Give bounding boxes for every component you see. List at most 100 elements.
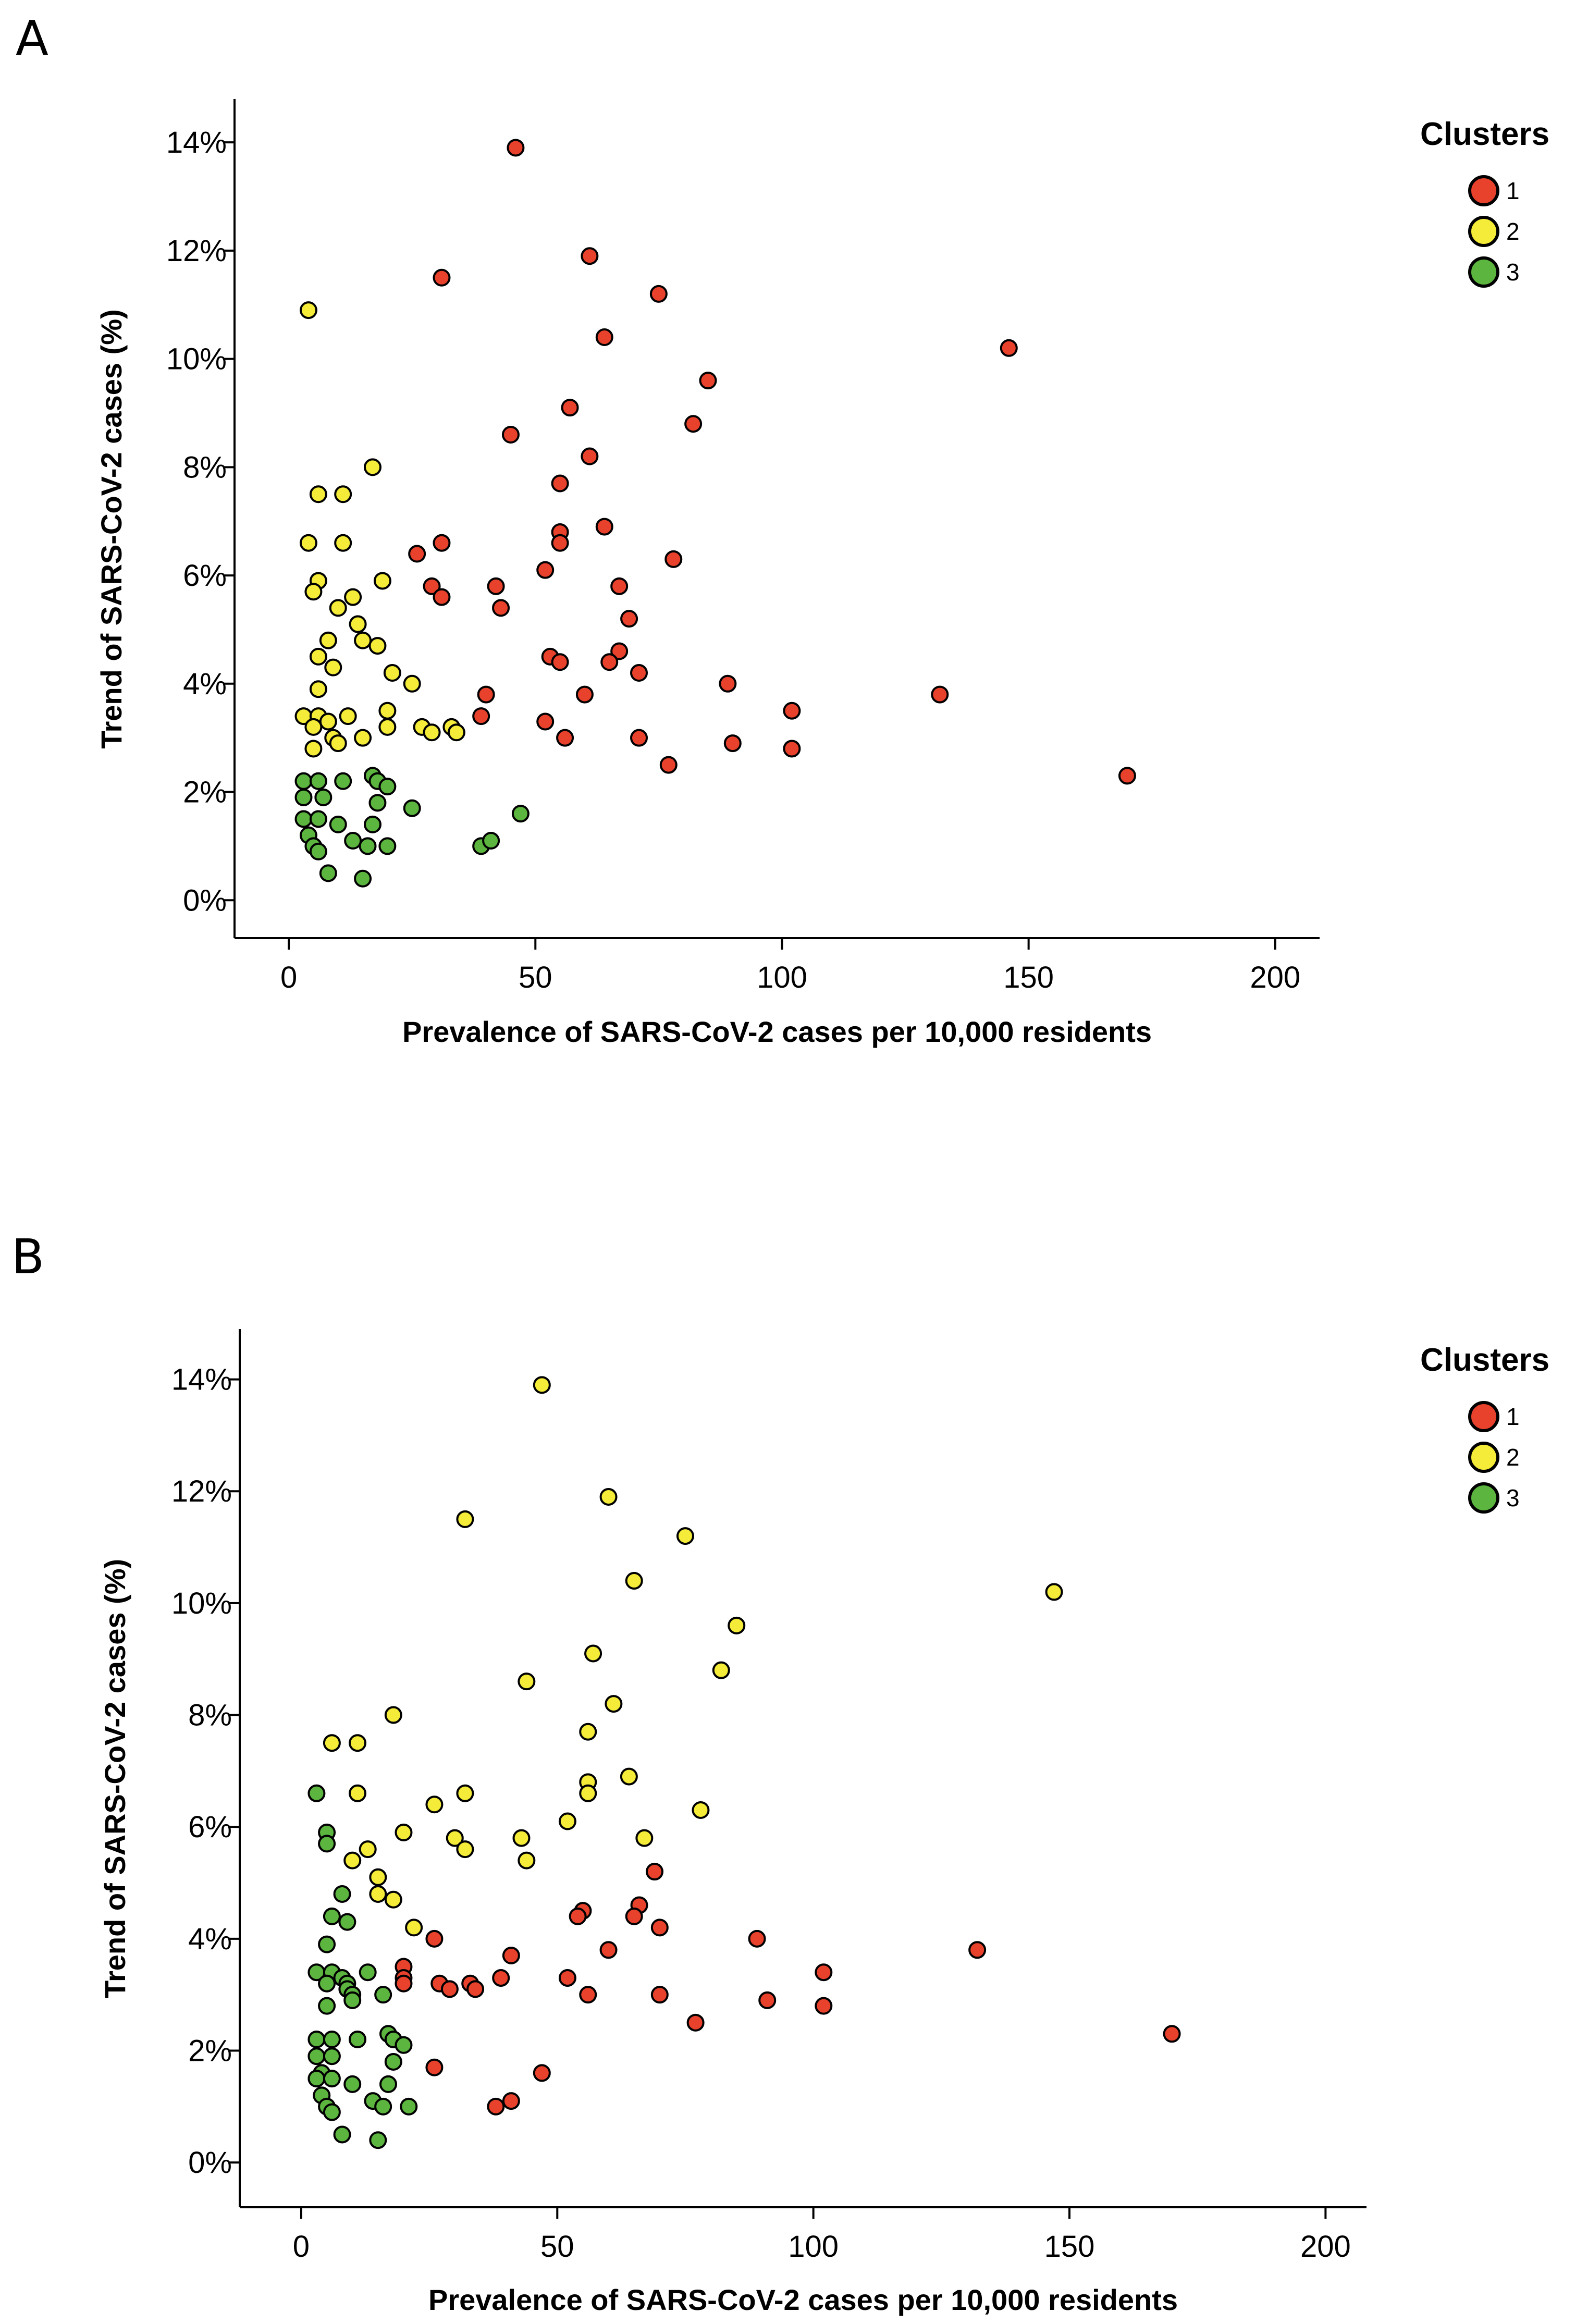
data-point: [307, 2047, 326, 2065]
data-point: [650, 1986, 669, 2004]
chart-panel-a: 0 50 100 150 200 0% 2% 4% 6% 8% 10% 12% 14% Prevalenc…: [95, 99, 1549, 1048]
data-point: [423, 577, 441, 595]
data-point: [620, 610, 638, 628]
y-axis-title: Trend of SARS-CoV-2 cases (%): [95, 309, 128, 748]
data-point: [329, 734, 347, 753]
data-point: [456, 1784, 474, 1802]
data-point: [299, 534, 317, 552]
data-point: [309, 842, 327, 860]
data-point: [1045, 1583, 1063, 1601]
data-point: [359, 1840, 377, 1859]
data-point: [620, 1767, 638, 1786]
data-point: [383, 664, 401, 682]
x-tick-label: 150: [1044, 2230, 1095, 2264]
data-point: [815, 1963, 833, 1982]
data-point: [581, 447, 599, 465]
y-tick-label: 0%: [183, 883, 227, 917]
data-point: [368, 794, 387, 812]
data-point: [395, 1974, 413, 1993]
data-point: [343, 2075, 362, 2093]
legend: Clusters 1 2 3: [1420, 1342, 1549, 1514]
data-point: [579, 1784, 597, 1802]
data-point: [536, 561, 555, 579]
data-point: [1000, 339, 1018, 357]
data-point: [318, 1997, 336, 2015]
y-tick-label: 4%: [183, 667, 227, 701]
data-point: [630, 729, 648, 747]
panel-label-a: A: [16, 10, 48, 66]
data-point: [344, 832, 362, 850]
data-point: [728, 1616, 746, 1634]
data-point: [299, 301, 317, 319]
data-point: [1163, 2025, 1181, 2043]
data-point: [659, 756, 678, 774]
data-point: [783, 702, 801, 720]
data-point: [646, 1863, 664, 1881]
x-tick-label: 50: [540, 2230, 574, 2264]
data-point: [433, 534, 451, 552]
data-point: [1118, 767, 1136, 785]
data-point: [605, 1695, 623, 1713]
data-point: [369, 2131, 387, 2149]
data-point: [968, 1941, 987, 1959]
data-point: [699, 372, 717, 390]
data-point: [334, 485, 352, 503]
y-tick-label: 12%: [166, 234, 227, 268]
legend-marker-3: [1468, 1482, 1499, 1514]
data-point: [446, 1829, 464, 1847]
x-tick-label: 50: [519, 961, 552, 994]
data-point: [334, 772, 352, 790]
panel-label-b: B: [11, 1229, 45, 1285]
data-point: [625, 1571, 643, 1590]
series-cluster-1: [408, 139, 1136, 785]
data-point: [403, 799, 421, 817]
x-tick-label: 100: [788, 2230, 839, 2264]
legend-label-1: 1: [1506, 1403, 1520, 1430]
data-point: [309, 680, 327, 698]
x-tick-label: 0: [293, 2230, 310, 2264]
data-point: [363, 458, 381, 476]
data-point: [664, 550, 683, 568]
x-tick-label: 100: [757, 961, 807, 994]
data-point: [456, 1510, 474, 1528]
data-point: [395, 1823, 413, 1841]
data-point: [309, 772, 327, 790]
legend: Clusters 1 2 3: [1420, 116, 1549, 288]
data-point: [635, 1829, 654, 1847]
data-point: [329, 815, 347, 833]
data-point: [477, 685, 495, 704]
x-tick-label: 200: [1250, 961, 1300, 994]
data-point: [307, 2031, 326, 2049]
data-point: [536, 712, 555, 731]
legend-label-2: 2: [1506, 218, 1520, 245]
data-point: [343, 1991, 362, 2009]
data-point: [518, 1851, 536, 1870]
legend-marker-2: [1468, 216, 1499, 247]
legend-marker-1: [1468, 1401, 1499, 1432]
data-point: [294, 788, 313, 806]
data-point: [344, 588, 362, 606]
data-point: [318, 1835, 336, 1853]
y-tick-label: 6%: [188, 1810, 232, 1844]
legend-title: Clusters: [1420, 1342, 1549, 1378]
data-point: [579, 1723, 597, 1741]
data-point: [309, 647, 327, 666]
data-point: [334, 534, 352, 552]
data-point: [595, 328, 613, 347]
data-point: [466, 1980, 485, 1998]
y-tick-label: 8%: [183, 450, 227, 484]
data-point: [630, 664, 648, 682]
data-point: [384, 1890, 402, 1909]
data-point: [599, 1487, 618, 1506]
legend-label-3: 3: [1506, 259, 1520, 286]
data-point: [556, 729, 574, 747]
data-point: [359, 837, 377, 855]
legend-title: Clusters: [1420, 116, 1549, 152]
data-point: [384, 2052, 402, 2071]
data-point: [400, 2097, 418, 2116]
x-tick-label: 200: [1300, 2230, 1351, 2264]
data-point: [304, 718, 323, 736]
data-point: [374, 2097, 392, 2116]
data-point: [338, 1913, 356, 1931]
